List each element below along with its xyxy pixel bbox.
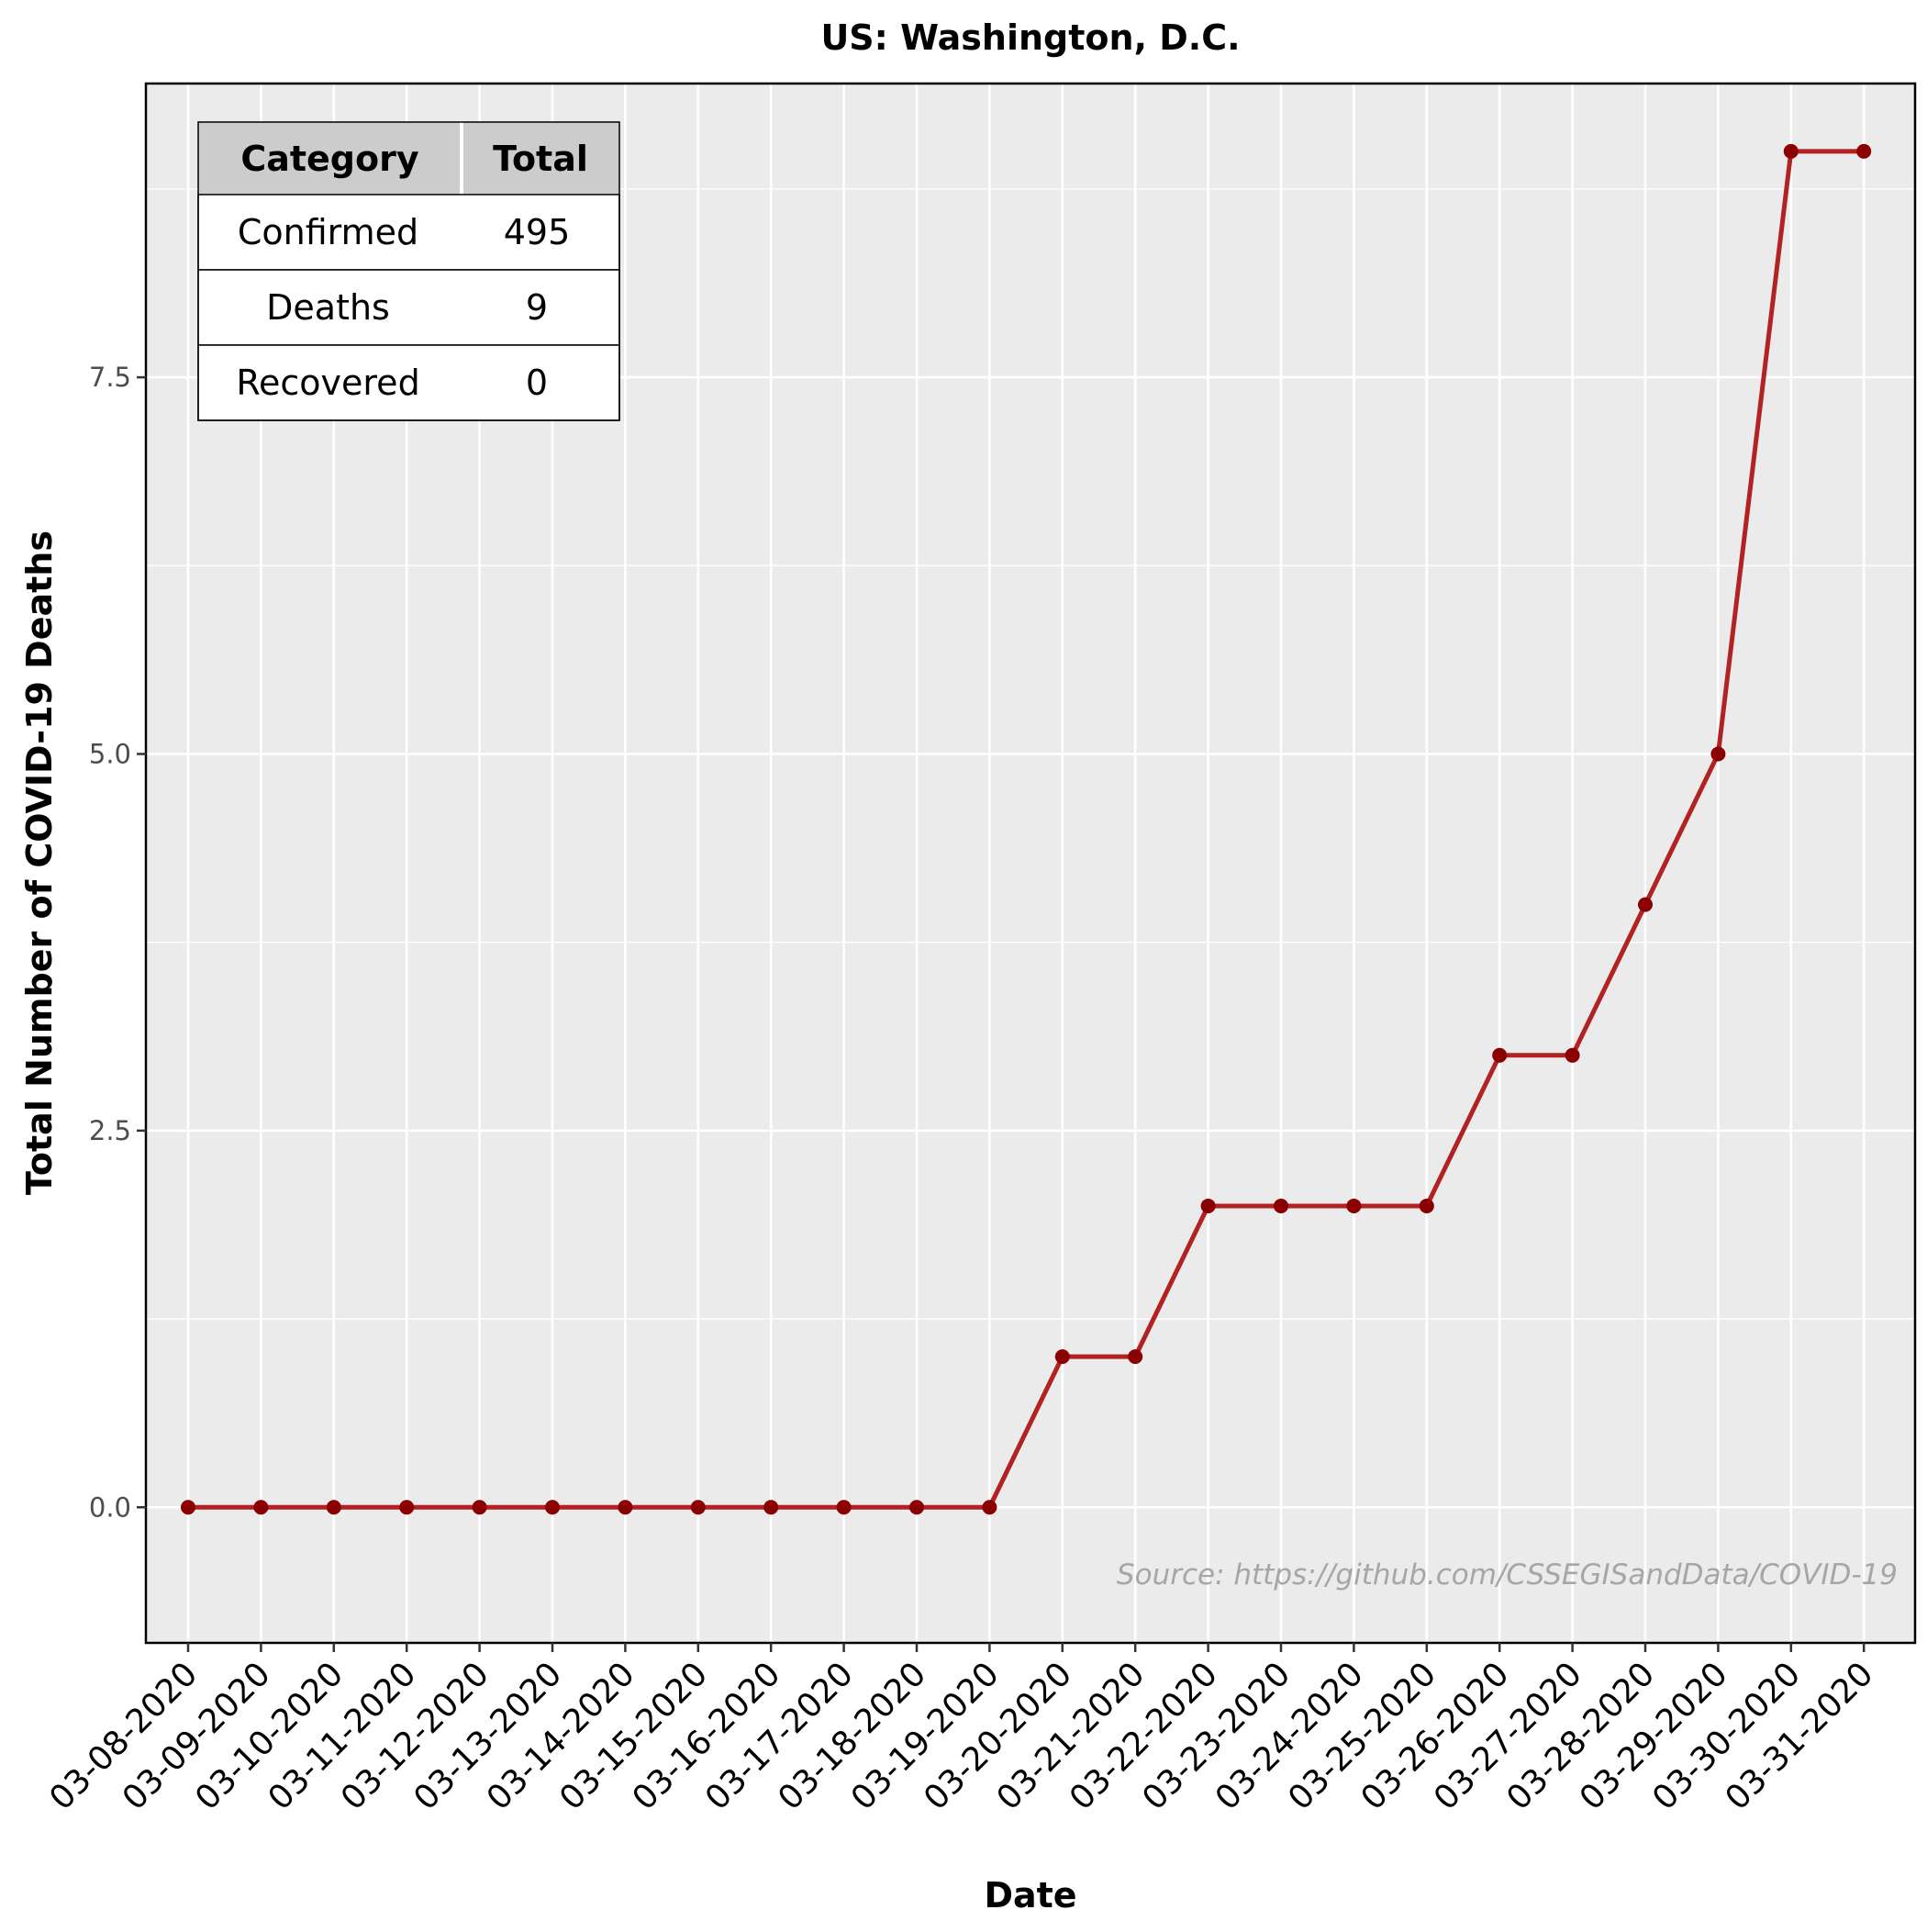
x-axis-title: Date [984, 1875, 1076, 1915]
y-tick-label: 5.0 [89, 738, 131, 769]
data-point [836, 1500, 852, 1515]
data-point [1054, 1349, 1070, 1365]
summary-table: Category Total Confirmed 495 Deaths 9 Recovere… [197, 121, 620, 421]
table-header-label: Category [240, 139, 419, 179]
data-point [909, 1500, 924, 1515]
data-point [1565, 1047, 1580, 1063]
table-border [197, 121, 620, 421]
data-point [618, 1500, 633, 1515]
table-header-label: Total [493, 139, 588, 179]
y-tick-label: 2.5 [89, 1115, 131, 1146]
table-cell-category: Recovered [236, 363, 419, 403]
data-point [181, 1500, 195, 1515]
data-point [1419, 1198, 1434, 1213]
table-cell-total: 9 [526, 287, 548, 328]
table-cell-total: 0 [526, 363, 548, 403]
data-point [1274, 1198, 1288, 1213]
table-row [197, 269, 620, 346]
table-cell-total: 495 [504, 212, 571, 252]
source-annotation: Source: https://github.com/CSSEGISandDat… [1117, 1558, 1898, 1591]
data-point [326, 1500, 341, 1515]
data-point [399, 1500, 415, 1515]
data-point [1200, 1198, 1216, 1213]
y-axis-ticks: 0.0 2.5 5.0 7.5 [89, 362, 146, 1523]
data-point [763, 1500, 779, 1515]
data-point [982, 1500, 997, 1515]
data-point [1346, 1198, 1362, 1213]
series-line [188, 149, 1865, 1510]
y-tick-label: 7.5 [89, 362, 131, 393]
data-point [545, 1500, 560, 1515]
y-axis-title: Total Number of COVID-19 Deaths [19, 530, 60, 1195]
data-point [1710, 746, 1726, 762]
data-point [1128, 1349, 1143, 1365]
table-header-cell [198, 122, 462, 195]
data-point [253, 1500, 269, 1515]
grid-lines [146, 84, 1915, 1643]
data-point [1783, 143, 1799, 159]
plot-border [144, 82, 1917, 1645]
data-series [181, 143, 1872, 1515]
data-point [690, 1500, 706, 1515]
table-cell-category: Deaths [266, 287, 390, 328]
chart-title: US: Washington, D.C. [820, 17, 1240, 58]
data-point [1856, 143, 1872, 159]
data-point [472, 1500, 487, 1515]
y-tick-label: 0.0 [89, 1491, 131, 1523]
table-cell-category: Confirmed [238, 212, 418, 252]
table-row [197, 344, 620, 421]
table-header-cell [462, 122, 619, 195]
data-point [1638, 897, 1653, 912]
data-point [1492, 1047, 1508, 1063]
x-axis-ticks: 03-08-202003-09-202003-10-202003-11-2020… [42, 1643, 1881, 1817]
